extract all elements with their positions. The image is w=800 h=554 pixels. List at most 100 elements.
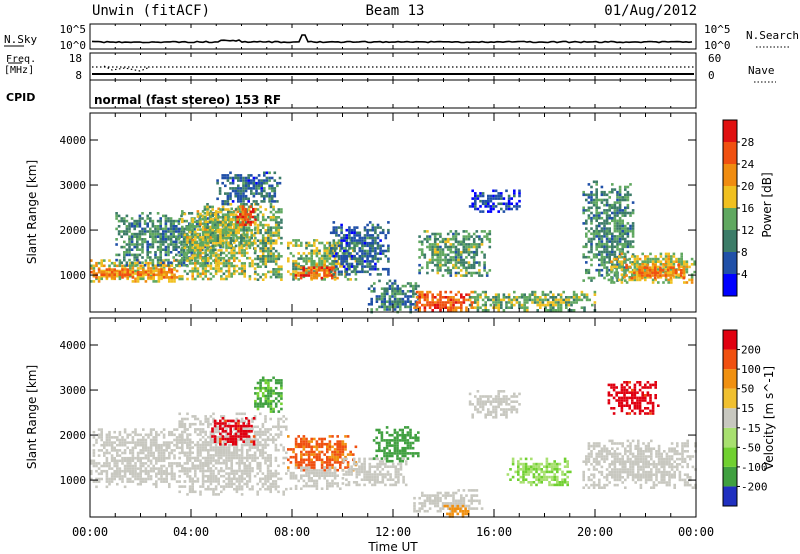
- data-cell-18: [648, 274, 652, 277]
- data-cell-13: [457, 253, 460, 257]
- data-cell-13: [457, 258, 460, 262]
- data-cell-1: [207, 461, 210, 465]
- data-cell-3: [225, 262, 228, 265]
- data-cell-2: [188, 212, 191, 215]
- data-cell-1: [178, 490, 181, 494]
- data-cell-7: [226, 194, 230, 198]
- data-cell-16: [626, 206, 630, 210]
- data-cell-12: [465, 298, 468, 302]
- data-cell-3: [233, 269, 236, 273]
- data-cell-18: [635, 271, 639, 275]
- data-cell-1: [194, 428, 197, 431]
- data-cell-7: [242, 194, 245, 198]
- data-cell-0: [162, 459, 166, 463]
- data-cell-7: [260, 187, 263, 190]
- data-cell-13: [475, 230, 479, 233]
- data-cell-3: [181, 210, 184, 213]
- data-cell-0: [108, 436, 111, 439]
- data-cell-3: [220, 269, 223, 273]
- data-cell-8: [292, 272, 295, 276]
- data-cell-1: [259, 461, 262, 465]
- data-cell-6: [261, 223, 265, 227]
- data-cell-1: [212, 477, 215, 481]
- data-cell-0: [134, 475, 137, 478]
- data-cell-1: [227, 448, 231, 452]
- data-cell-0: [173, 456, 176, 460]
- data-cell-7: [270, 200, 274, 203]
- data-cell-0: [188, 446, 192, 450]
- data-cell-17: [667, 278, 670, 282]
- data-cell-1: [157, 270, 161, 274]
- data-cell-0: [155, 430, 158, 434]
- data-cell-16: [626, 222, 630, 225]
- data-cell-16: [587, 209, 591, 212]
- data-cell-1: [217, 454, 220, 457]
- data-cell-17: [680, 263, 683, 266]
- data-cell-13: [449, 256, 453, 259]
- data-cell-15: [565, 301, 568, 304]
- data-cell-10: [345, 244, 349, 248]
- data-cell-1: [251, 485, 254, 488]
- data-cell-15: [510, 301, 513, 304]
- data-cell-10: [358, 249, 362, 253]
- data-cell-1: [227, 422, 231, 426]
- data-cell-3: [199, 238, 202, 242]
- data-cell-7: [247, 181, 250, 185]
- data-cell-11: [386, 305, 389, 309]
- data-cell-4: [224, 208, 227, 211]
- data-cell-7: [226, 176, 230, 180]
- data-cell-18: [682, 276, 686, 280]
- data-cell-3: [207, 249, 210, 252]
- data-cell-16: [590, 201, 593, 204]
- data-cell-0: [136, 454, 140, 457]
- data-cell-1: [246, 459, 249, 462]
- data-cell-0: [105, 480, 109, 483]
- data-cell-4: [242, 203, 246, 206]
- data-cell-17: [646, 276, 650, 279]
- data-cell-16: [595, 235, 598, 238]
- data-cell-16: [613, 206, 617, 210]
- data-cell-1: [230, 485, 233, 488]
- data-cell-1: [251, 459, 254, 462]
- data-cell-13: [449, 261, 453, 264]
- data-cell-18: [679, 269, 683, 272]
- data-cell-0: [134, 264, 137, 268]
- data-cell-16: [616, 237, 619, 241]
- data-cell-3: [217, 264, 220, 268]
- data-cell-16: [631, 245, 635, 249]
- data-cell-0: [160, 449, 163, 452]
- data-cell-16: [629, 242, 632, 246]
- data-cell-2: [146, 240, 149, 244]
- data-cell-2: [141, 217, 144, 220]
- data-cell-0: [178, 438, 181, 442]
- data-cell-6: [269, 234, 273, 237]
- data-cell-2: [128, 243, 131, 246]
- data-cell-1: [235, 451, 239, 455]
- data-cell-7: [255, 184, 258, 188]
- data-cell-2: [130, 261, 134, 264]
- data-cell-2: [154, 253, 157, 257]
- data-cell-0: [136, 459, 140, 463]
- data-cell-3: [183, 246, 187, 250]
- data-cell-4: [234, 213, 238, 216]
- data-cell-0: [162, 472, 166, 476]
- data-cell-0: [152, 482, 155, 486]
- data-cell-16: [605, 253, 609, 256]
- data-cell-1: [240, 474, 244, 478]
- data-cell-7: [247, 187, 250, 190]
- data-cell-0: [116, 274, 119, 278]
- data-cell-16: [608, 229, 611, 233]
- data-cell-1: [212, 469, 215, 473]
- data-cell-2: [159, 232, 162, 236]
- data-cell-9: [315, 276, 318, 280]
- data-cell-13: [465, 243, 468, 246]
- data-cell-13: [483, 261, 486, 264]
- data-cell-15: [502, 293, 506, 296]
- data-cell-2: [117, 214, 121, 218]
- data-cell-2: [146, 253, 149, 257]
- data-cell-6: [277, 210, 281, 214]
- data-cell-0: [105, 456, 109, 460]
- data-cell-8: [292, 267, 295, 271]
- data-cell-17: [690, 257, 694, 261]
- data-cell-16: [582, 245, 585, 249]
